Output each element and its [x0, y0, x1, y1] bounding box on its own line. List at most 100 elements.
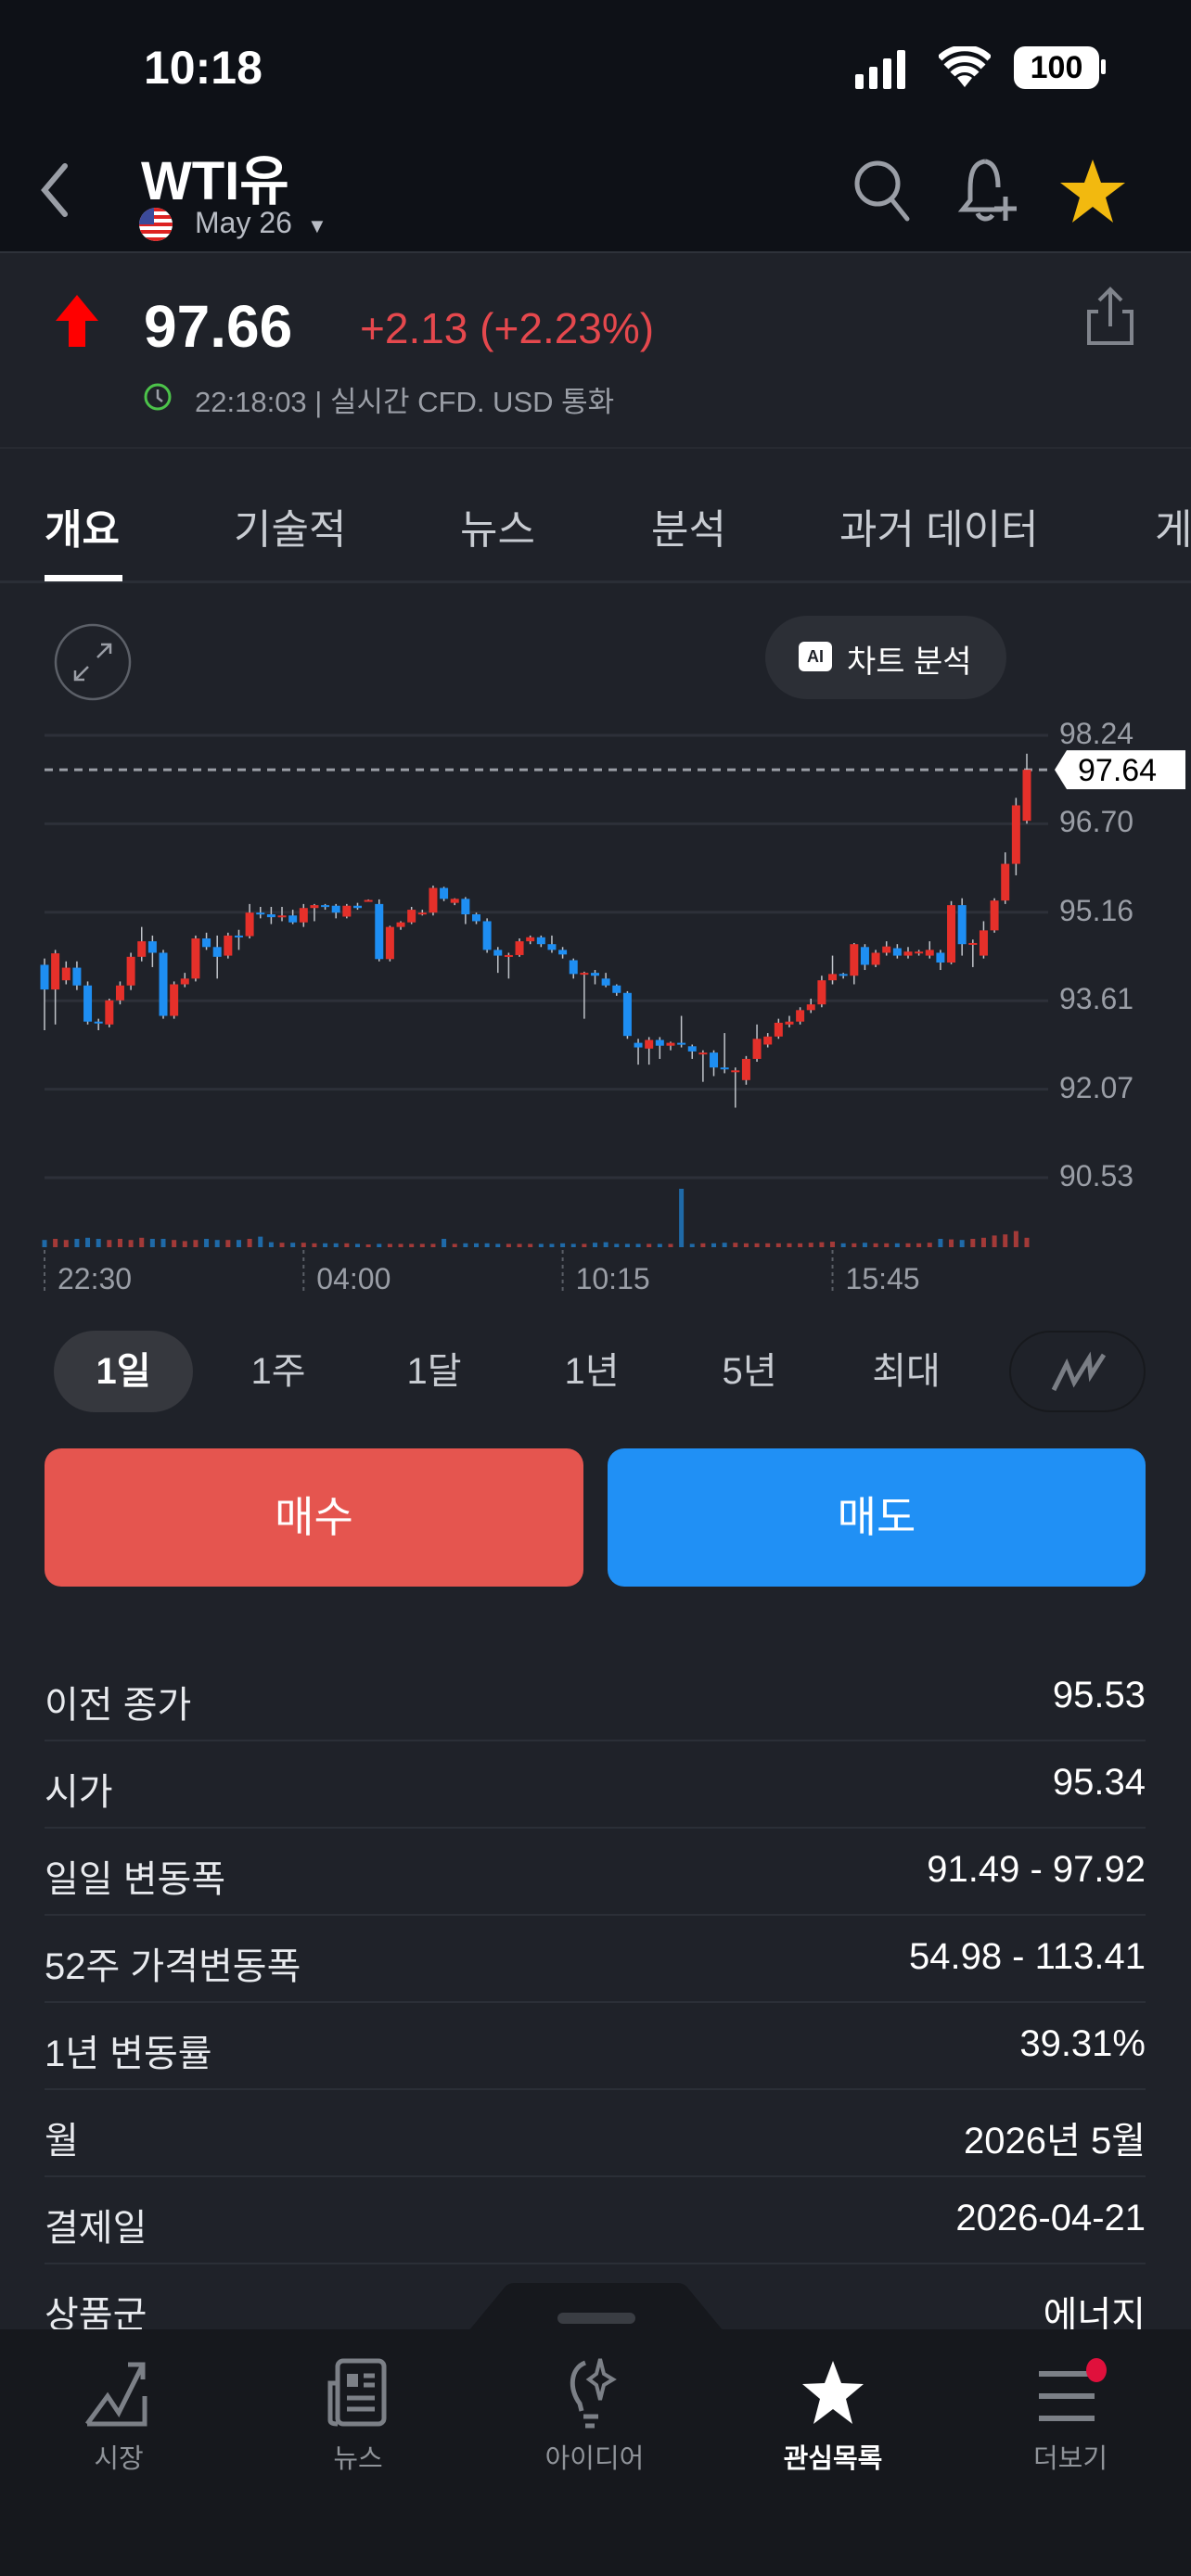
volume-bar — [442, 1239, 447, 1247]
volume-bar — [365, 1244, 371, 1247]
ai-button-label: 차트 분석 — [847, 644, 972, 680]
volume-bar — [624, 1243, 630, 1247]
up-arrow-icon — [56, 295, 98, 347]
volume-bar — [74, 1239, 80, 1247]
battery-tip — [1101, 59, 1106, 74]
tab-news[interactable]: 뉴스 — [460, 507, 535, 553]
candle-body — [202, 938, 211, 948]
timeframe-5y[interactable]: 5년 — [722, 1351, 777, 1392]
tab-overview[interactable]: 개요 — [45, 507, 120, 553]
candle-body — [364, 899, 373, 902]
clock-icon — [144, 383, 172, 411]
volume-bar — [614, 1243, 620, 1247]
volume-bar — [949, 1239, 954, 1247]
volume-bar — [463, 1243, 468, 1247]
volume-bar — [63, 1240, 69, 1247]
divider — [0, 447, 1191, 449]
volume-bar — [980, 1237, 986, 1247]
expand-chart-icon[interactable] — [53, 622, 133, 702]
bell-plus-icon[interactable] — [955, 156, 1020, 226]
chart-trend-icon — [84, 2362, 147, 2427]
stat-row: 상품군 에너지 — [45, 2264, 1146, 2352]
candle-body — [666, 1042, 675, 1046]
timeframe-1d[interactable]: 1일 — [54, 1331, 193, 1412]
tab-more[interactable]: 게 — [1155, 507, 1191, 553]
stat-label: 상품군 — [45, 2295, 147, 2336]
nav-more[interactable]: 더보기 — [978, 2355, 1163, 2476]
candle-body — [882, 946, 891, 953]
volume-bar — [312, 1243, 317, 1247]
candle-body — [558, 950, 568, 955]
tab-historical-data[interactable]: 과거 데이터 — [839, 507, 1039, 553]
volume-bar — [160, 1239, 166, 1247]
candle-body — [979, 930, 988, 956]
sheet-handle-tab[interactable] — [468, 2283, 724, 2331]
search-icon[interactable] — [852, 158, 913, 223]
candle-body — [591, 973, 600, 976]
stat-label: 결제일 — [45, 2208, 147, 2249]
candle-body — [828, 974, 838, 981]
candle-body — [224, 935, 233, 956]
candle-body — [796, 1010, 805, 1022]
y-tick-label: 95.16 — [1059, 893, 1134, 927]
stat-row: 52주 가격변동폭 54.98 - 113.41 — [45, 1916, 1146, 2003]
volume-bar — [679, 1189, 685, 1247]
volume-bar — [668, 1243, 673, 1247]
candle-body — [417, 912, 427, 915]
volume-bar — [1024, 1237, 1030, 1247]
nav-ideas[interactable]: 아이디어 — [502, 2355, 687, 2476]
timeframe-1y[interactable]: 1년 — [564, 1351, 620, 1392]
volume-bar — [182, 1241, 187, 1247]
stat-value: 에너지 — [1043, 2295, 1146, 2336]
sell-button[interactable]: 매도 — [608, 1448, 1146, 1587]
candle-body — [245, 912, 254, 937]
volume-bar — [528, 1243, 533, 1247]
candle-body — [774, 1022, 783, 1037]
y-tick-label: 90.53 — [1059, 1159, 1134, 1192]
nav-markets[interactable]: 시장 — [26, 2355, 211, 2476]
nav-news[interactable]: 뉴스 — [265, 2355, 451, 2476]
volume-bar — [204, 1239, 210, 1247]
tab-technical[interactable]: 기술적 — [234, 507, 347, 553]
volume-bar — [301, 1243, 306, 1247]
stat-value: 2026년 5월 — [964, 2121, 1146, 2162]
candle-body — [915, 951, 924, 954]
nav-watchlist[interactable]: 관심목록 — [740, 2355, 926, 2476]
volume-bar — [873, 1243, 878, 1247]
volume-bar — [775, 1243, 781, 1247]
timeframe-max[interactable]: 최대 — [872, 1351, 941, 1392]
stat-row: 이전 종가 95.53 — [45, 1654, 1146, 1741]
timeframe-1m[interactable]: 1달 — [406, 1351, 462, 1392]
stat-label: 시가 — [45, 1772, 113, 1813]
ai-icon: AI — [799, 642, 832, 671]
favorite-star-icon[interactable] — [1059, 158, 1126, 224]
volume-bar — [582, 1243, 587, 1247]
candle-body — [580, 973, 589, 976]
back-chevron-icon[interactable] — [35, 162, 72, 218]
timeframe-1w[interactable]: 1주 — [250, 1351, 306, 1392]
stat-value: 54.98 - 113.41 — [908, 1936, 1146, 1977]
last-price-tag — [1055, 750, 1185, 790]
candle-body — [622, 992, 632, 1037]
candle-body — [94, 1021, 103, 1024]
candle-body — [180, 978, 189, 985]
share-icon[interactable] — [1085, 286, 1135, 347]
candle-body — [321, 905, 330, 908]
contract-selector[interactable]: May 26 ▼ — [195, 206, 327, 240]
candle-body — [687, 1046, 697, 1052]
ai-chart-analysis-button[interactable]: AI 차트 분석 — [765, 616, 1006, 699]
chart-type-button[interactable] — [1009, 1331, 1146, 1412]
candle-body — [1001, 863, 1010, 901]
buy-button[interactable]: 매수 — [45, 1448, 583, 1587]
candle-body — [645, 1039, 654, 1049]
volume-bar — [647, 1243, 652, 1247]
tab-analysis[interactable]: 분석 — [651, 507, 726, 553]
candle-body — [698, 1052, 708, 1055]
candle-body — [450, 899, 459, 903]
last-price-label: 97.64 — [1078, 753, 1157, 788]
candle-body — [299, 908, 308, 923]
candle-body — [126, 956, 135, 986]
candle-body — [634, 1042, 643, 1048]
price-chart[interactable]: 97.64 22:30 04:00 10:15 15:45 — [0, 0, 1191, 1317]
stat-label: 이전 종가 — [45, 1685, 192, 1726]
